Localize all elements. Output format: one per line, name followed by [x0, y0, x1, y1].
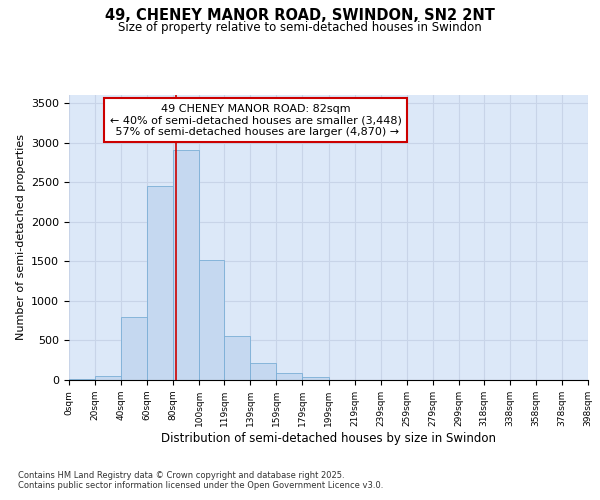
Y-axis label: Number of semi-detached properties: Number of semi-detached properties: [16, 134, 26, 340]
Bar: [302, 377, 329, 380]
Bar: [199, 260, 224, 380]
Text: 49, CHENEY MANOR ROAD, SWINDON, SN2 2NT: 49, CHENEY MANOR ROAD, SWINDON, SN2 2NT: [105, 8, 495, 22]
Text: Contains HM Land Registry data © Crown copyright and database right 2025.
Contai: Contains HM Land Registry data © Crown c…: [18, 470, 383, 490]
Bar: [121, 316, 147, 380]
Text: Size of property relative to semi-detached houses in Swindon: Size of property relative to semi-detach…: [118, 21, 482, 34]
Bar: [95, 376, 121, 380]
Bar: [173, 150, 199, 380]
Bar: [147, 186, 173, 380]
X-axis label: Distribution of semi-detached houses by size in Swindon: Distribution of semi-detached houses by …: [161, 432, 496, 444]
Bar: [69, 379, 95, 380]
Text: 49 CHENEY MANOR ROAD: 82sqm  
← 40% of semi-detached houses are smaller (3,448)
: 49 CHENEY MANOR ROAD: 82sqm ← 40% of sem…: [110, 104, 402, 137]
Bar: [250, 364, 277, 380]
Bar: [277, 373, 302, 380]
Bar: [224, 336, 250, 380]
